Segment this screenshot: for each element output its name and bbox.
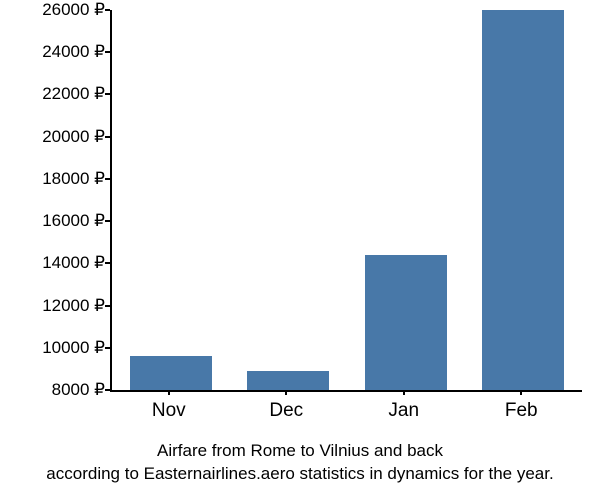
bar-dec — [247, 371, 329, 390]
y-tick-mark — [105, 389, 110, 391]
y-tick-label: 24000 ₽ — [5, 42, 105, 62]
chart-caption: Airfare from Rome to Vilnius and back ac… — [0, 440, 600, 486]
x-tick-mark — [285, 390, 287, 395]
y-tick-label: 20000 ₽ — [5, 127, 105, 147]
y-tick-mark — [105, 220, 110, 222]
y-tick-mark — [105, 93, 110, 95]
x-tick-label: Dec — [269, 400, 303, 422]
y-tick-mark — [105, 262, 110, 264]
caption-line-2: according to Easternairlines.aero statis… — [46, 464, 553, 483]
y-tick-label: 18000 ₽ — [5, 169, 105, 189]
bar-nov — [130, 356, 212, 390]
y-tick-mark — [105, 51, 110, 53]
x-tick-label: Jan — [388, 400, 419, 422]
bar-feb — [482, 10, 564, 390]
x-tick-mark — [520, 390, 522, 395]
x-tick-mark — [168, 390, 170, 395]
y-tick-label: 12000 ₽ — [5, 296, 105, 316]
x-tick-label: Feb — [505, 400, 538, 422]
y-tick-mark — [105, 347, 110, 349]
y-tick-mark — [105, 136, 110, 138]
caption-line-1: Airfare from Rome to Vilnius and back — [157, 441, 443, 460]
y-tick-mark — [105, 305, 110, 307]
y-tick-label: 14000 ₽ — [5, 253, 105, 273]
y-tick-label: 8000 ₽ — [5, 380, 105, 400]
y-tick-label: 10000 ₽ — [5, 338, 105, 358]
y-tick-label: 22000 ₽ — [5, 84, 105, 104]
y-tick-mark — [105, 9, 110, 11]
x-tick-mark — [403, 390, 405, 395]
y-tick-mark — [105, 178, 110, 180]
bar-jan — [365, 255, 447, 390]
airfare-chart: Airfare from Rome to Vilnius and back ac… — [0, 0, 600, 500]
plot-area — [110, 10, 582, 392]
y-tick-label: 26000 ₽ — [5, 0, 105, 20]
x-tick-label: Nov — [152, 400, 186, 422]
y-tick-label: 16000 ₽ — [5, 211, 105, 231]
